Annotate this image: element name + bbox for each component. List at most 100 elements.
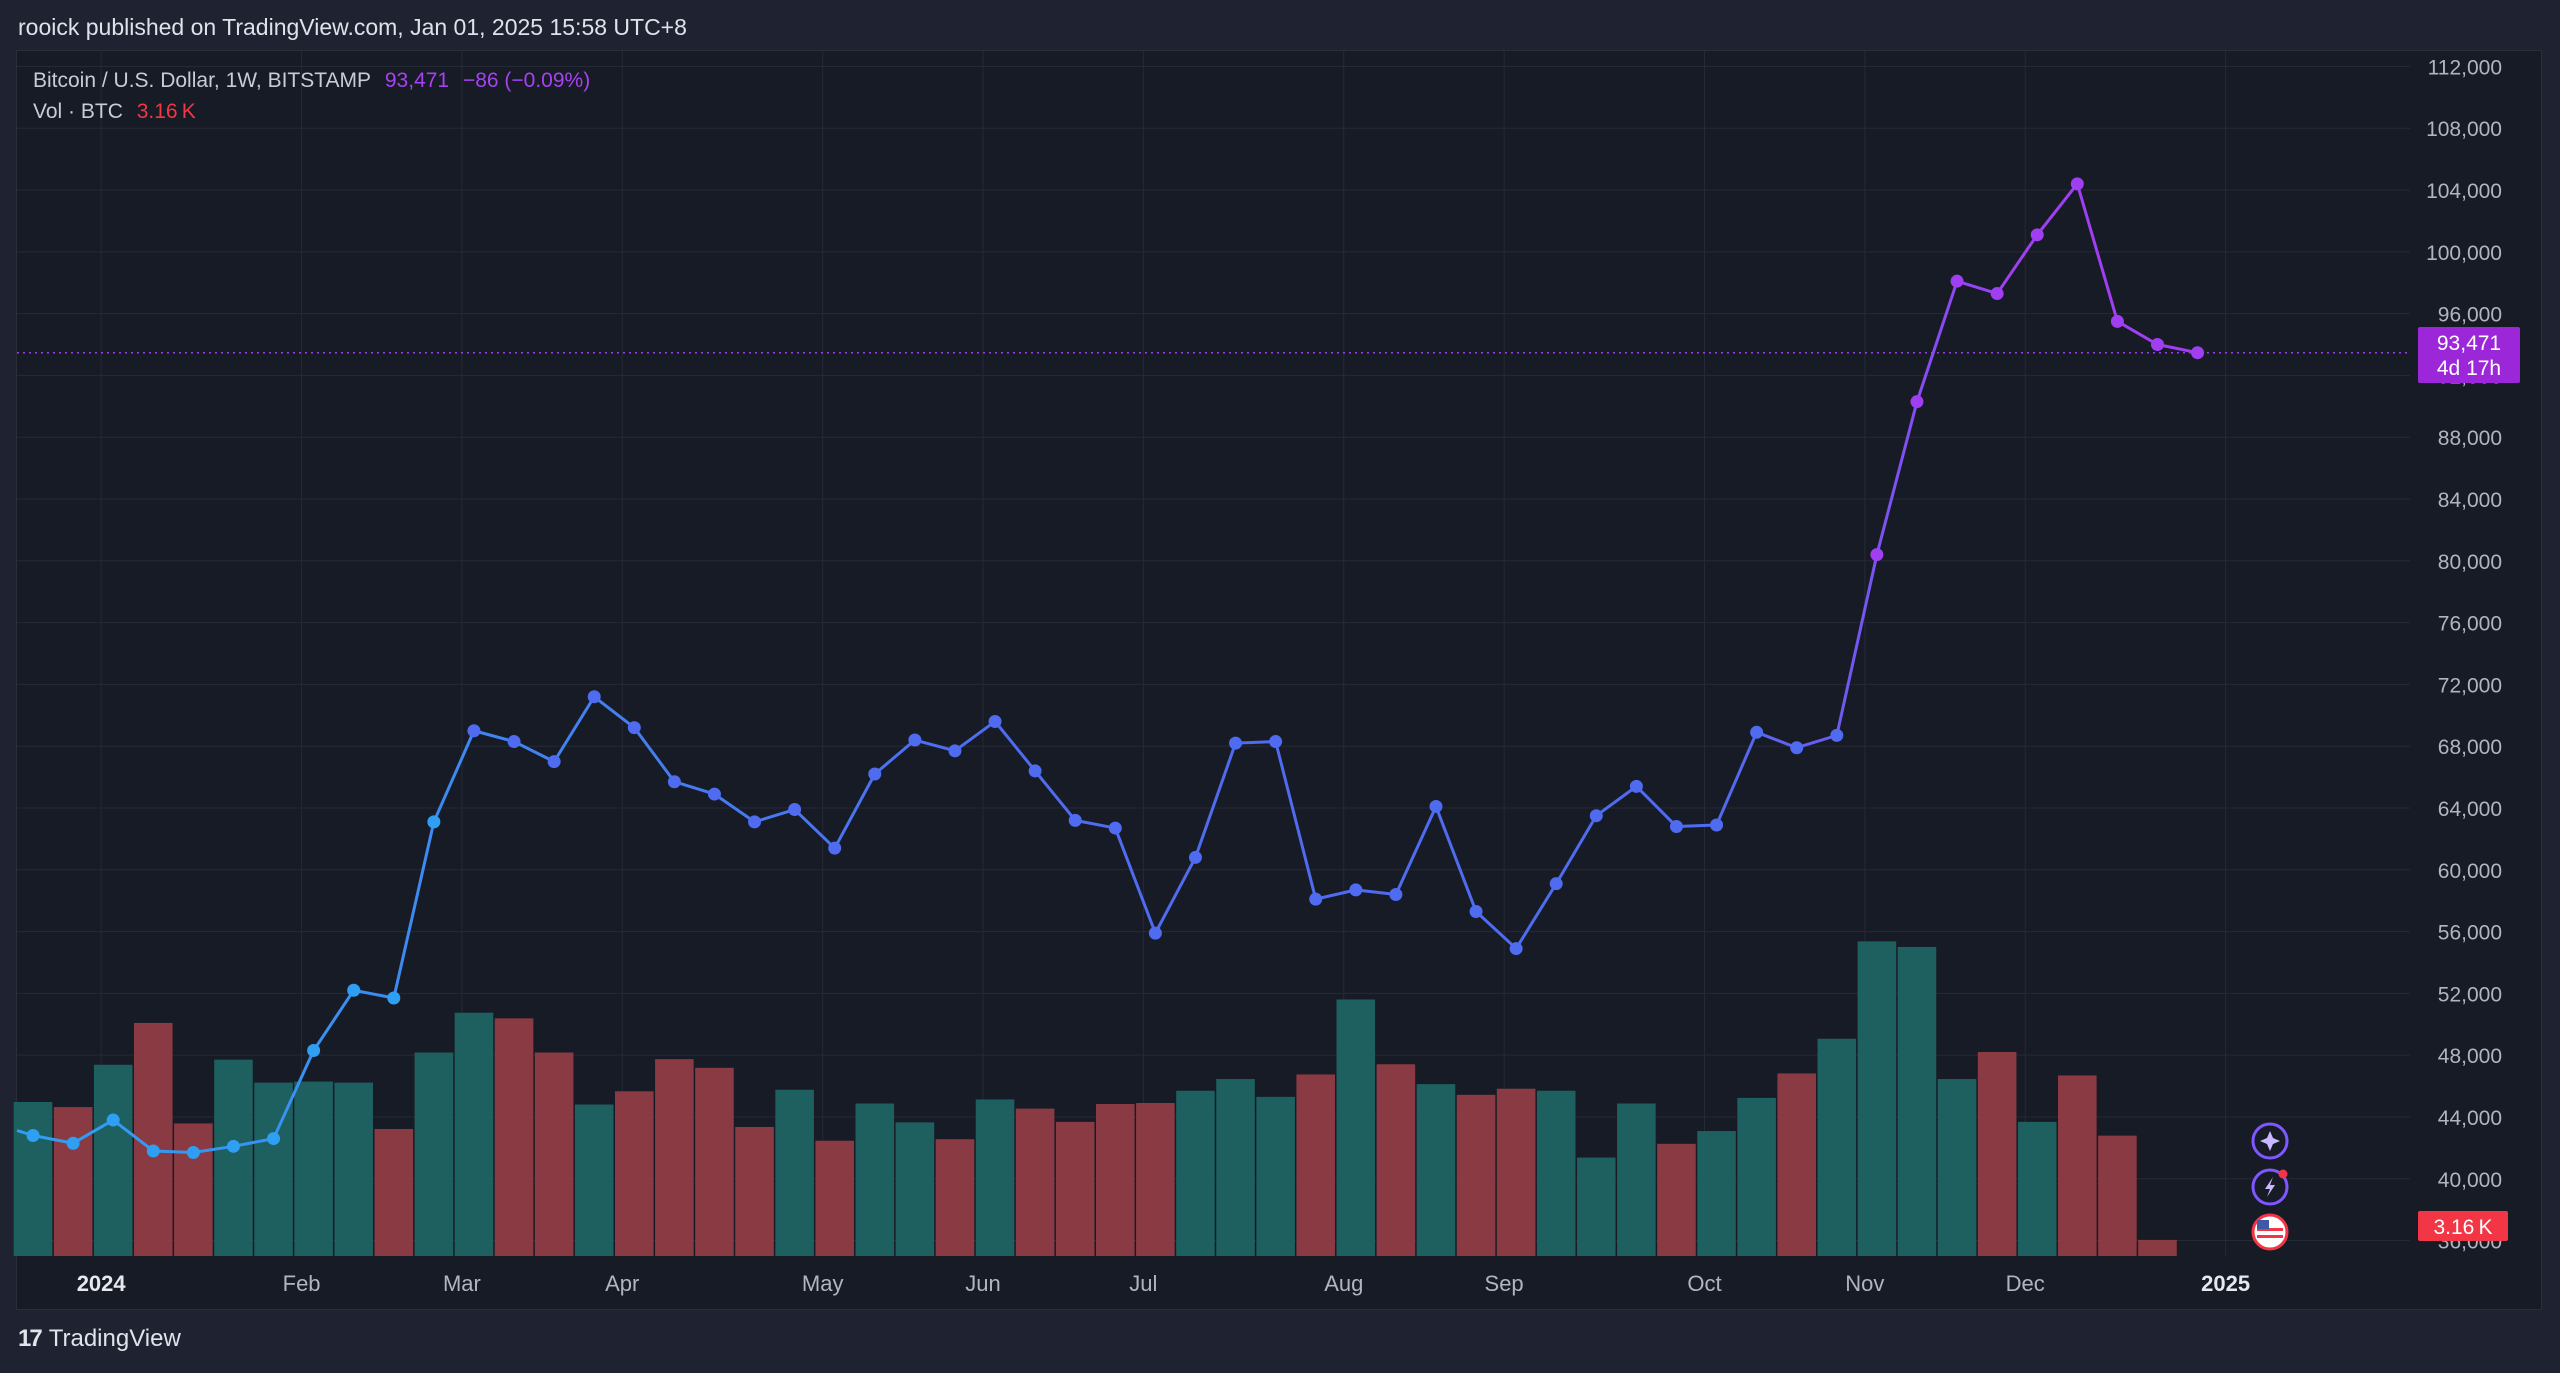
price-badge-price: 93,471	[2437, 332, 2501, 355]
x-tick-label: Sep	[1485, 1271, 1524, 1296]
price-point	[587, 690, 601, 704]
x-axis-ticks: 2024 Feb Mar Apr May Jun Jul Aug Sep Oct Nov Dec 202…	[77, 1271, 2250, 1296]
x-tick-label: Nov	[1845, 1271, 1884, 1296]
y-tick-label: 72,000	[2438, 674, 2502, 697]
volume-bar	[294, 1081, 333, 1256]
y-tick-label: 108,000	[2426, 118, 2502, 141]
volume-bar	[1817, 1038, 1857, 1256]
y-tick-label: 100,000	[2426, 242, 2502, 265]
legend-volume-value: 3.16 K	[136, 100, 196, 123]
y-tick-label: 76,000	[2438, 613, 2502, 636]
y-tick-label: 52,000	[2438, 983, 2502, 1006]
volume-bar	[13, 1101, 53, 1256]
x-tick-label: Feb	[283, 1271, 321, 1296]
price-point	[547, 755, 561, 769]
legend-change: −86 (−0.09%)	[462, 69, 591, 92]
volume-bar	[1977, 1052, 2017, 1256]
price-point	[1429, 799, 1443, 813]
price-point	[627, 721, 641, 735]
price-point	[828, 841, 842, 855]
price-badge: 93,471 4d 17h	[2418, 327, 2520, 383]
volume-bar	[1657, 1143, 1696, 1256]
volume-bar	[1055, 1121, 1095, 1256]
price-point	[1870, 548, 1884, 562]
price-point	[988, 714, 1002, 728]
volume-bar	[1296, 1074, 1336, 1256]
legend-price-row[interactable]: Bitcoin / U.S. Dollar, 1W, BITSTAMP 93,4…	[33, 65, 598, 96]
volume-bar	[775, 1089, 814, 1256]
volume-bar	[374, 1129, 414, 1256]
legend-last-price: 93,471	[384, 69, 450, 92]
volume-bar	[935, 1139, 975, 1256]
price-point	[1549, 877, 1563, 891]
volume-bar	[1256, 1096, 1295, 1256]
y-tick-label: 40,000	[2438, 1169, 2502, 1192]
volume-bar	[334, 1082, 373, 1256]
x-tick-label: Mar	[443, 1271, 481, 1296]
volume-bar	[614, 1091, 654, 1256]
volume-bar	[1015, 1108, 1055, 1256]
footer-brand-name: TradingView	[48, 1325, 181, 1352]
x-tick-label: 2025	[2201, 1271, 2250, 1296]
price-point	[347, 983, 361, 997]
price-point	[1309, 892, 1323, 906]
price-badge-countdown: 4d 17h	[2437, 357, 2501, 380]
price-point	[2150, 338, 2164, 352]
volume-bar	[2017, 1121, 2057, 1256]
price-point	[908, 733, 922, 747]
price-point	[267, 1132, 281, 1146]
x-tick-label: Jul	[1129, 1271, 1157, 1296]
x-tick-label: Apr	[605, 1271, 639, 1296]
legend-volume-row[interactable]: Vol · BTC 3.16 K	[33, 96, 598, 127]
price-point	[146, 1144, 160, 1158]
price-point	[1148, 926, 1162, 940]
volume-bar	[2098, 1135, 2137, 1256]
volume-bar	[895, 1122, 935, 1256]
footer-brand[interactable]: 17 TradingView	[18, 1325, 181, 1353]
volume-bar	[1376, 1064, 1416, 1256]
volume-badge: 3.16 K	[2418, 1211, 2508, 1241]
price-point	[427, 815, 441, 829]
y-tick-label: 68,000	[2438, 736, 2502, 759]
price-point	[748, 815, 762, 829]
volume-bar	[1937, 1079, 1977, 1256]
volume-bar	[1777, 1073, 1817, 1256]
volume-bar	[855, 1103, 895, 1256]
volume-bar	[1897, 946, 1937, 1256]
price-point	[2030, 228, 2044, 242]
price-point	[186, 1145, 200, 1159]
y-tick-label: 60,000	[2438, 860, 2502, 883]
price-point	[1910, 395, 1924, 409]
price-point	[1990, 287, 2004, 301]
volume-bar	[1176, 1090, 1215, 1256]
price-point	[1188, 850, 1202, 864]
volume-bar	[2138, 1239, 2177, 1256]
y-tick-label: 48,000	[2438, 1045, 2502, 1068]
us-flag-icon[interactable]	[2251, 1213, 2289, 1251]
x-tick-label: Jun	[965, 1271, 1000, 1296]
volume-bar	[214, 1059, 253, 1256]
volume-bar	[494, 1018, 534, 1256]
price-point	[1830, 728, 1844, 742]
lightning-icon[interactable]	[2251, 1168, 2289, 1206]
price-point	[788, 803, 802, 817]
volume-bar	[1577, 1157, 1616, 1256]
tradingview-logo-icon: 17	[18, 1325, 43, 1352]
price-point	[1469, 904, 1483, 918]
price-point	[467, 724, 481, 738]
x-tick-label: Dec	[2006, 1271, 2045, 1296]
volume-bar	[93, 1064, 133, 1256]
price-series-line	[16, 182, 2198, 1154]
volume-bar	[975, 1099, 1015, 1256]
price-point	[1389, 888, 1403, 901]
y-tick-label: 80,000	[2438, 551, 2502, 574]
price-point	[1349, 883, 1363, 897]
price-point	[1229, 736, 1243, 750]
legend-volume-label: Vol · BTC	[33, 100, 123, 123]
sparkle-icon[interactable]	[2251, 1122, 2289, 1160]
volume-bar	[735, 1126, 774, 1256]
volume-bar	[1136, 1103, 1175, 1256]
volume-badge-value: 3.16 K	[2433, 1216, 2492, 1239]
volume-bar	[174, 1123, 213, 1256]
